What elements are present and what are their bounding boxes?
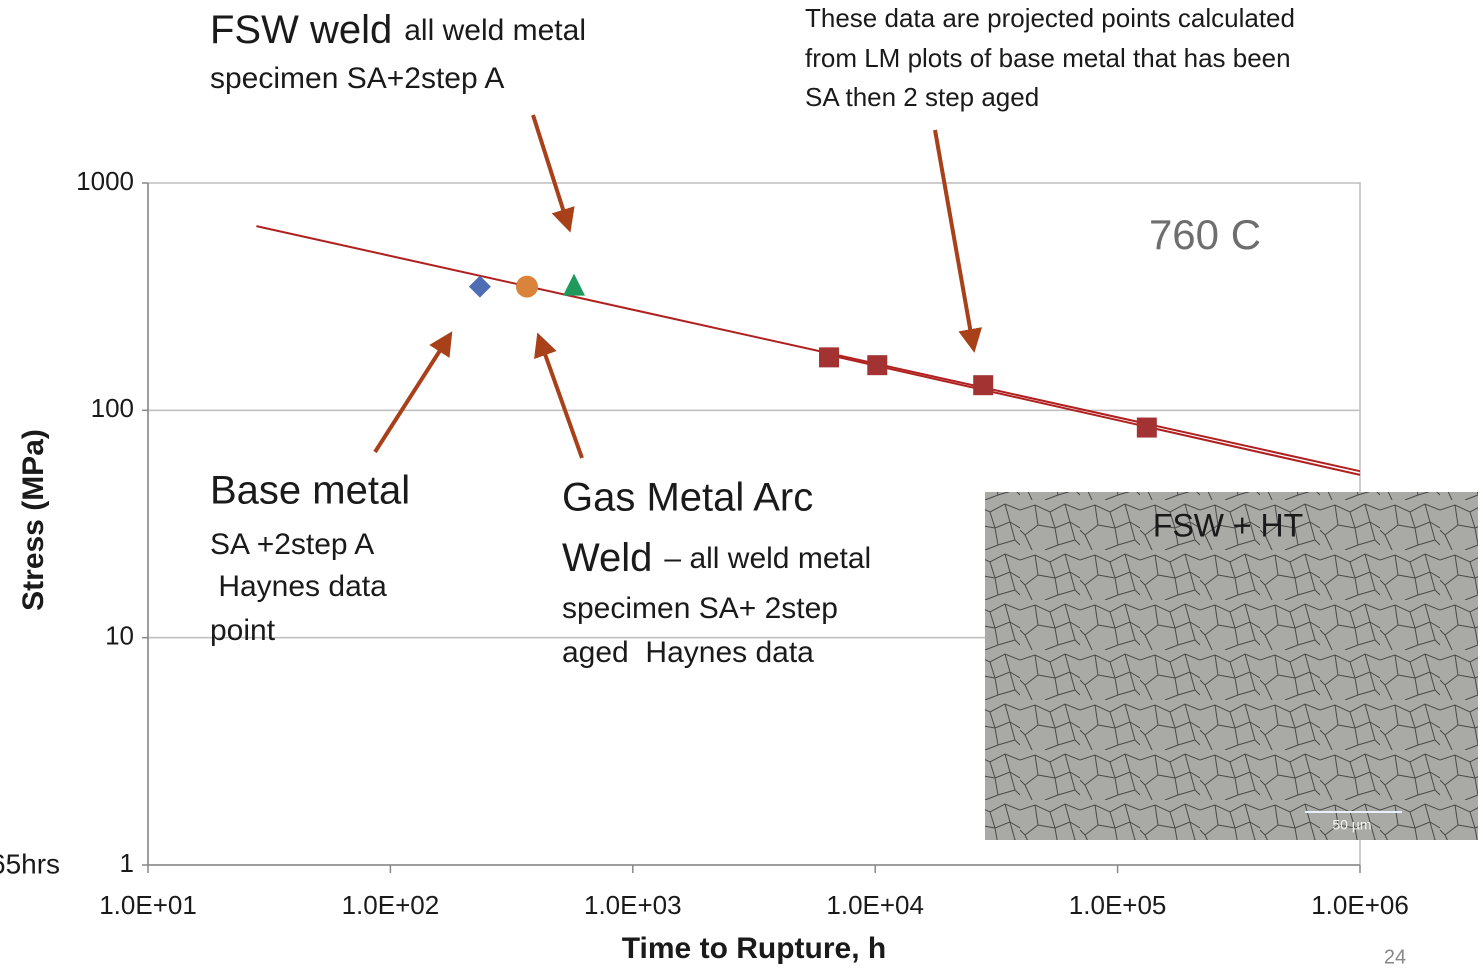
- annotation-text: all weld metal: [404, 14, 586, 47]
- annotation-text: 760 C: [1149, 211, 1261, 258]
- y-tick-label: 1: [120, 848, 134, 878]
- annotation-text: SA then 2 step aged: [805, 82, 1039, 112]
- annotation-text: FSW weld: [210, 8, 392, 52]
- data-point: [867, 355, 888, 376]
- data-point: [562, 273, 585, 296]
- annotation-text: aged Haynes data: [562, 636, 814, 669]
- data-point: [515, 275, 538, 298]
- annotation-text: specimen SA+2step A: [210, 62, 504, 95]
- x-tick-label: 1.0E+04: [826, 890, 924, 920]
- inset-title: FSW + HT: [1153, 507, 1303, 543]
- annotation-text: SA +2step A: [210, 528, 374, 561]
- data-point: [1136, 417, 1157, 438]
- annotation-text: point: [210, 614, 276, 647]
- arrow: [373, 331, 453, 454]
- data-point: [468, 275, 491, 298]
- x-tick-label: 1.0E+06: [1311, 890, 1409, 920]
- annotation-text: Haynes data: [210, 570, 387, 603]
- scale-bar-label: 50 µm: [1332, 817, 1371, 833]
- annotation: FSW weld all weld metal: [210, 8, 586, 52]
- data-point: [819, 347, 840, 368]
- annotation-text: Gas Metal Arc: [562, 476, 813, 520]
- arrow: [933, 129, 983, 353]
- annotation-text: from LM plots of base metal that has bee…: [805, 43, 1291, 73]
- y-tick-label: 10: [105, 621, 134, 651]
- annotation-text: Base metal: [210, 469, 410, 513]
- plot-area: 1 10 100 1000 1.0E+01 1.0E+02 1.0E+03 1.0E+04 1.…: [76, 166, 1409, 920]
- x-tick-label: 1.0E+03: [584, 890, 682, 920]
- annotation-text: – all weld metal: [664, 542, 871, 575]
- trend-line: [828, 354, 1361, 476]
- data-point: [973, 375, 994, 396]
- y-tick-label: 100: [91, 393, 134, 423]
- arrow: [531, 114, 575, 233]
- annotation-text: These data are projected points calculat…: [805, 3, 1295, 33]
- y-tick-label: 1000: [76, 166, 134, 196]
- arrow: [534, 332, 584, 459]
- page-number: 24: [1384, 946, 1406, 968]
- annotation-text: 65hrs: [0, 848, 60, 879]
- annotation: Weld – all weld metal: [562, 536, 871, 580]
- trend-line: [256, 225, 1361, 473]
- x-tick-label: 1.0E+05: [1069, 890, 1167, 920]
- x-axis-title: Time to Rupture, h: [622, 932, 886, 965]
- y-axis-title: Stress (MPa): [17, 429, 50, 611]
- annotation-text: Weld: [562, 536, 652, 580]
- micrograph-inset: [985, 492, 1478, 840]
- annotation-text: specimen SA+ 2step: [562, 592, 838, 625]
- x-tick-label: 1.0E+01: [99, 890, 197, 920]
- x-tick-label: 1.0E+02: [342, 890, 440, 920]
